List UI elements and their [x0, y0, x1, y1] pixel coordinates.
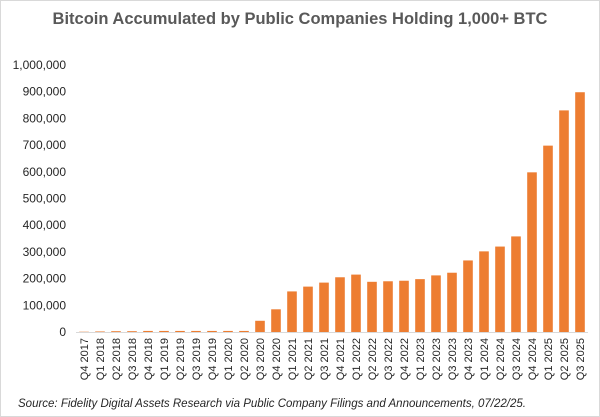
bar [127, 331, 137, 332]
bar [255, 320, 265, 332]
bar [431, 275, 441, 332]
x-tick-label: Q2 2022 [367, 338, 379, 380]
bar [527, 172, 537, 332]
x-tick-label: Q1 2021 [287, 338, 299, 380]
x-tick-label: Q1 2020 [223, 338, 235, 380]
x-tick-label: Q1 2023 [415, 338, 427, 380]
bar [351, 274, 361, 332]
bar [415, 279, 425, 332]
bar [367, 281, 377, 332]
y-tick-label: 0 [59, 325, 66, 339]
y-tick-label: 400,000 [23, 218, 67, 232]
y-tick-label: 100,000 [23, 298, 67, 312]
x-tick-label: Q1 2022 [351, 338, 363, 380]
bar [543, 145, 553, 332]
x-tick-label: Q3 2025 [575, 338, 587, 380]
x-tick-label: Q1 2025 [543, 338, 555, 380]
bar [399, 280, 409, 332]
y-tick-label: 900,000 [23, 85, 67, 99]
bar [383, 281, 393, 332]
bar [95, 331, 105, 333]
bar [335, 277, 345, 332]
bar [143, 330, 153, 332]
x-tick-label: Q2 2018 [111, 338, 123, 380]
x-tick-label: Q4 2021 [335, 338, 347, 380]
y-tick-label: 500,000 [23, 192, 67, 206]
chart-title: Bitcoin Accumulated by Public Companies … [52, 10, 548, 28]
x-tick-label: Q2 2019 [175, 338, 187, 380]
bar [175, 330, 185, 332]
bar [495, 246, 505, 332]
x-tick-label: Q2 2021 [303, 338, 315, 380]
bar [575, 92, 585, 332]
bar [303, 286, 313, 332]
x-tick-label: Q3 2021 [319, 338, 331, 380]
x-tick-label: Q4 2019 [207, 338, 219, 380]
y-tick-label: 600,000 [23, 165, 67, 179]
x-tick-label: Q1 2019 [159, 338, 171, 380]
x-tick-label: Q2 2025 [559, 338, 571, 380]
bar [511, 236, 521, 332]
x-tick-label: Q4 2018 [143, 338, 155, 380]
bar [479, 251, 489, 332]
bar [159, 330, 169, 332]
bar [191, 330, 201, 332]
x-tick-label: Q3 2019 [191, 338, 203, 380]
bar [447, 272, 457, 332]
bar [223, 330, 233, 332]
x-tick-label: Q3 2020 [255, 338, 267, 380]
x-tick-label: Q4 2017 [79, 338, 91, 380]
x-tick-label: Q2 2020 [239, 338, 251, 380]
x-tick-label: Q1 2024 [479, 338, 491, 380]
bar [239, 330, 249, 332]
y-tick-label: 700,000 [23, 138, 67, 152]
x-tick-label: Q4 2022 [399, 338, 411, 380]
x-tick-label: Q1 2018 [95, 338, 107, 380]
x-tick-label: Q3 2018 [127, 338, 139, 380]
bar [319, 282, 329, 332]
x-tick-label: Q4 2020 [271, 338, 283, 380]
x-tick-label: Q3 2022 [383, 338, 395, 380]
x-tick-label: Q3 2023 [447, 338, 459, 380]
y-tick-label: 200,000 [23, 272, 67, 286]
bar [271, 309, 281, 332]
y-tick-label: 300,000 [23, 245, 67, 259]
y-tick-label: 1,000,000 [13, 58, 67, 72]
bar [207, 330, 217, 332]
source-note: Source: Fidelity Digital Assets Research… [18, 398, 526, 410]
x-tick-label: Q3 2024 [511, 338, 523, 380]
x-tick-label: Q2 2024 [495, 338, 507, 380]
bar [111, 331, 121, 332]
bar [559, 110, 569, 332]
x-tick-label: Q4 2024 [527, 338, 539, 380]
bar [287, 291, 297, 332]
x-tick-label: Q2 2023 [431, 338, 443, 380]
x-tick-label: Q4 2023 [463, 338, 475, 380]
y-tick-label: 800,000 [23, 111, 67, 125]
bar [463, 260, 473, 332]
